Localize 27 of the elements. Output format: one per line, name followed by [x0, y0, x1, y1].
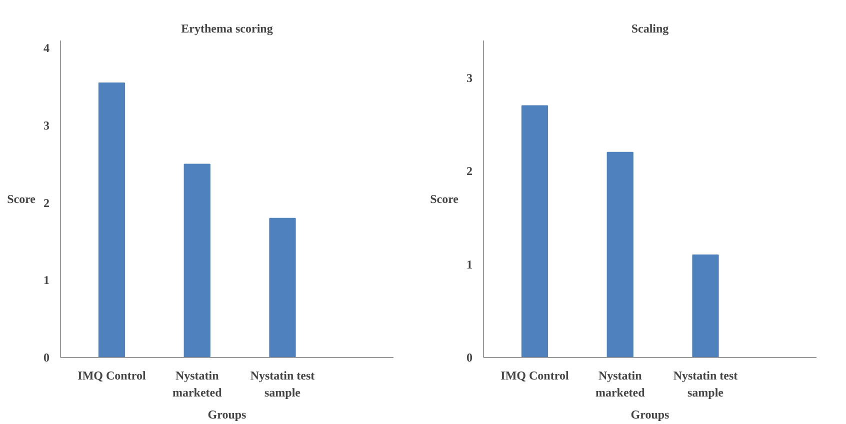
bar: [521, 105, 548, 358]
bar: [692, 254, 719, 358]
y-tick-label: 4: [44, 41, 50, 56]
y-tick-label: 0: [466, 350, 472, 364]
y-tick-label: 1: [44, 273, 50, 288]
y-tick-label: 3: [44, 118, 50, 133]
y-tick-label: 3: [466, 70, 472, 85]
y-axis-title: Score: [430, 192, 460, 206]
y-tick-label: 2: [44, 196, 50, 210]
bar: [606, 152, 634, 358]
x-tick-label: Nystatin test sample: [250, 368, 315, 400]
y-axis-title: Score: [7, 192, 36, 206]
y-tick-label: 1: [466, 257, 472, 272]
x-tick-label: Nystatin marketed: [172, 368, 222, 400]
chart-title: Erythema scoring: [181, 22, 273, 36]
x-axis-title: Groups: [208, 407, 247, 422]
y-tick-label: 2: [466, 164, 472, 178]
x-tick-label: Nystatin test sample: [673, 368, 738, 400]
bar: [269, 218, 296, 358]
bar: [98, 82, 126, 358]
x-tick-label: Nystatin marketed: [595, 368, 646, 400]
bar: [184, 164, 210, 358]
y-tick-label: 0: [44, 350, 50, 364]
chart-title: Scaling: [631, 22, 669, 36]
x-tick-label: IMQ Control: [500, 368, 570, 382]
x-tick-label: IMQ Control: [78, 368, 146, 382]
x-axis-title: Groups: [630, 407, 670, 422]
